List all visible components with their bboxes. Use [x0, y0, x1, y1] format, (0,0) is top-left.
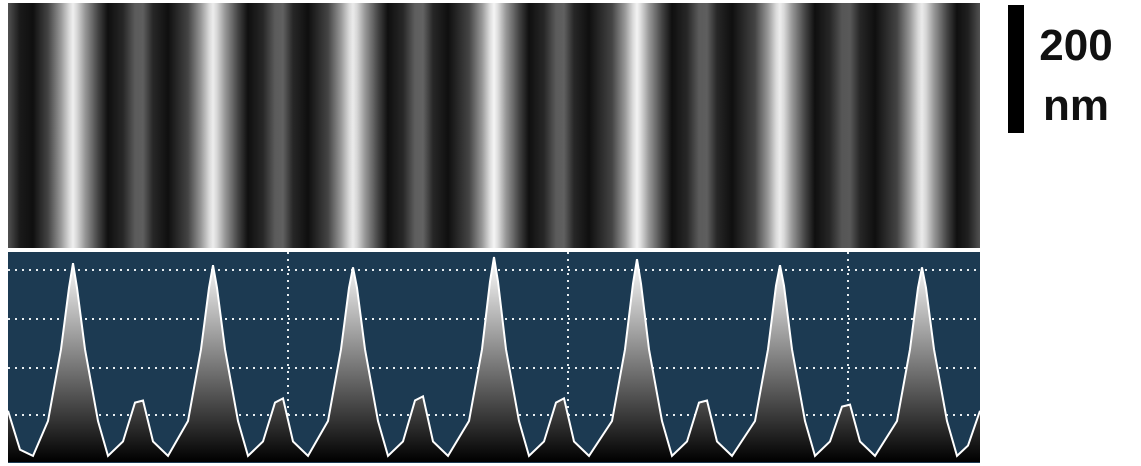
micrograph: [8, 3, 980, 248]
figure: 200 nm: [0, 0, 1141, 466]
scale-value: 200: [1039, 21, 1112, 70]
page: {"scale_bar": {"value": "200", "unit": "…: [0, 0, 1141, 466]
scale-unit: nm: [1043, 81, 1109, 130]
scale-bar: [1008, 5, 1024, 133]
